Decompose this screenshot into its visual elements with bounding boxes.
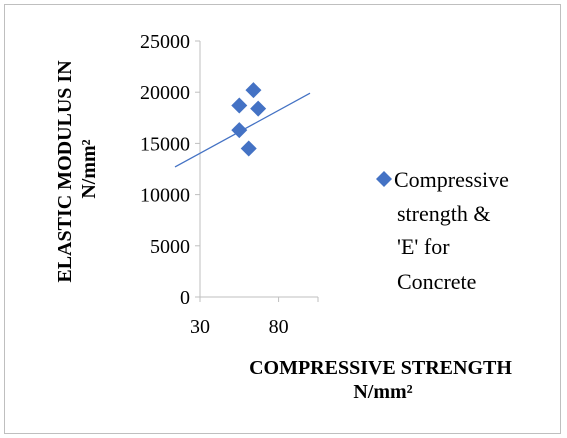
x-axis-title: COMPRESSIVE STRENGTH N/mm²: [249, 357, 517, 403]
x-axis-title-line-2: N/mm²: [353, 381, 412, 403]
y-tick-label: 25000: [140, 31, 190, 53]
y-tick-label: 0: [180, 287, 190, 309]
data-point-diamond: [245, 82, 262, 99]
y-axis-title-line-1: ELASTIC MODULUS IN: [54, 60, 76, 283]
chart-axes: [199, 41, 318, 298]
data-point-diamond: [250, 100, 267, 117]
y-tick-label: 5000: [150, 236, 190, 258]
data-point-diamond: [231, 97, 248, 114]
legend-marker-diamond: [376, 171, 392, 187]
x-axis-ticks: 30 80: [190, 297, 319, 338]
y-tick-label: 15000: [140, 133, 190, 155]
legend-line-3: 'E' for: [397, 234, 450, 259]
data-points: [231, 82, 267, 157]
x-tick-label: 30: [190, 316, 210, 338]
legend-line-2: strength &: [397, 201, 491, 226]
legend-line-1: Compressive: [394, 167, 509, 192]
legend-line-4: Concrete: [397, 269, 476, 294]
chart-frame: [4, 4, 561, 434]
legend: Compressive strength & 'E' for Concrete: [376, 167, 514, 294]
y-tick-label: 20000: [140, 82, 190, 104]
x-axis-title-line-1: COMPRESSIVE STRENGTH: [249, 357, 512, 379]
y-axis-title-line-2: N/mm²: [78, 139, 100, 198]
data-point-diamond: [231, 122, 248, 139]
y-tick-label: 10000: [140, 185, 190, 207]
y-axis-title: ELASTIC MODULUS IN N/mm²: [54, 55, 100, 282]
y-axis-ticks: 0 5000 10000 15000 20000 25000: [140, 31, 200, 309]
legend-entry-compressive-strength: Compressive strength & 'E' for Concrete: [394, 167, 514, 294]
data-point-diamond: [240, 140, 257, 157]
x-tick-label: 80: [269, 316, 289, 338]
